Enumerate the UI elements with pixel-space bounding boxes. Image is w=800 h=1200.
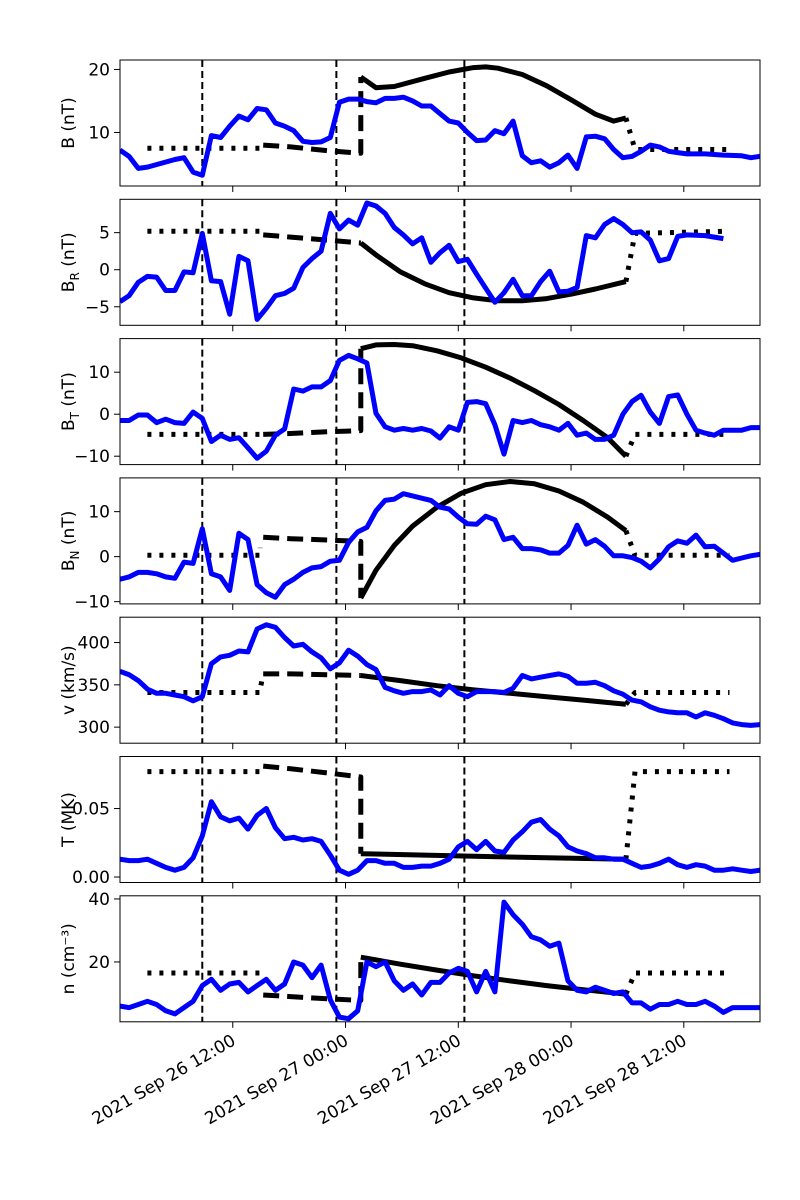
y-tick-label: 0 <box>99 405 110 425</box>
panel-frame <box>119 198 761 326</box>
model-dotted-after <box>623 529 730 558</box>
observed-series <box>120 94 760 178</box>
y-axis-label: BR (nT) <box>59 232 82 292</box>
y-tick-label: 0 <box>99 548 110 568</box>
model-dashed <box>263 671 361 678</box>
model-dashed <box>263 232 362 246</box>
y-tick-label: 350 <box>78 676 110 696</box>
model-solid <box>358 479 628 600</box>
model-dashed <box>262 763 364 854</box>
model-dotted-before <box>147 673 266 695</box>
panel-2-plot-area <box>120 199 730 326</box>
panel-1: 10 20 B (nT) <box>59 59 761 192</box>
y-tick-label: −10 <box>74 447 110 467</box>
model-dotted-before <box>147 766 263 775</box>
model-dashed <box>263 77 364 156</box>
y-tick-label: 10 <box>88 363 110 383</box>
y-axis-label: n (cm⁻³) <box>59 923 79 994</box>
model-dotted-after <box>623 431 730 458</box>
y-tick-label: 20 <box>88 60 110 80</box>
panel-7-plot-area <box>120 895 760 1022</box>
panel-6-plot-area <box>120 756 760 883</box>
model-solid <box>359 64 627 124</box>
observed-series <box>120 352 760 461</box>
y-axis-label: T (MK) <box>59 792 79 848</box>
model-dotted-before <box>147 228 263 235</box>
y-axis-label: BT (nT) <box>59 372 82 431</box>
y-tick-label: 300 <box>78 718 110 738</box>
model-dotted-after <box>623 769 730 860</box>
y-tick-label: 0.05 <box>72 800 110 820</box>
observed-series <box>120 491 760 600</box>
model-dashed <box>263 348 364 437</box>
panel-frame <box>119 756 761 883</box>
panel-frame <box>119 895 761 1023</box>
y-tick-label: −5 <box>85 298 110 318</box>
panel-frame <box>119 477 761 605</box>
y-tick-label: 20 <box>88 953 110 973</box>
y-tick-label: −10 <box>74 593 110 613</box>
model-dotted-after <box>623 690 730 706</box>
model-dotted-after <box>623 117 730 152</box>
panel-2: −5 0 5 BR (nT) <box>59 198 761 332</box>
panel-5-plot-area <box>120 617 760 744</box>
y-axis-label: B (nT) <box>59 97 79 149</box>
panel-7: 20 40 n (cm⁻³) <box>59 890 761 1028</box>
observed-series <box>120 899 760 1022</box>
panel-frame <box>119 616 761 744</box>
panel-3-plot-area <box>120 338 760 465</box>
y-tick-label: 5 <box>99 224 110 244</box>
model-solid <box>360 342 628 458</box>
y-tick-label: 0.00 <box>72 868 110 888</box>
observed-series <box>120 200 724 322</box>
y-tick-label: 40 <box>88 890 110 910</box>
panel-4: −10 0 10 BN (nT) <box>59 477 761 613</box>
observed-series <box>120 799 760 877</box>
model-dotted-before <box>147 145 263 151</box>
y-tick-label: 10 <box>88 123 110 143</box>
y-tick-label: 0 <box>99 261 110 281</box>
panel-frame <box>119 338 761 466</box>
model-dotted-after <box>623 970 730 996</box>
y-axis-label: v (km/s) <box>59 645 79 715</box>
panel-3: −10 0 10 BT (nT) <box>59 338 761 471</box>
model-solid <box>360 851 626 862</box>
y-tick-label: 400 <box>78 634 110 654</box>
panel-4-plot-area <box>120 477 760 604</box>
observed-series <box>120 622 760 728</box>
panel-6: 0.00 0.05T (MK) <box>59 756 761 889</box>
y-tick-label: 10 <box>88 503 110 523</box>
model-dotted-before <box>147 547 263 558</box>
panel-frame <box>119 59 761 187</box>
y-axis-label: BN (nT) <box>59 511 82 571</box>
panel-1-plot-area <box>120 60 760 186</box>
model-solid <box>359 241 627 304</box>
